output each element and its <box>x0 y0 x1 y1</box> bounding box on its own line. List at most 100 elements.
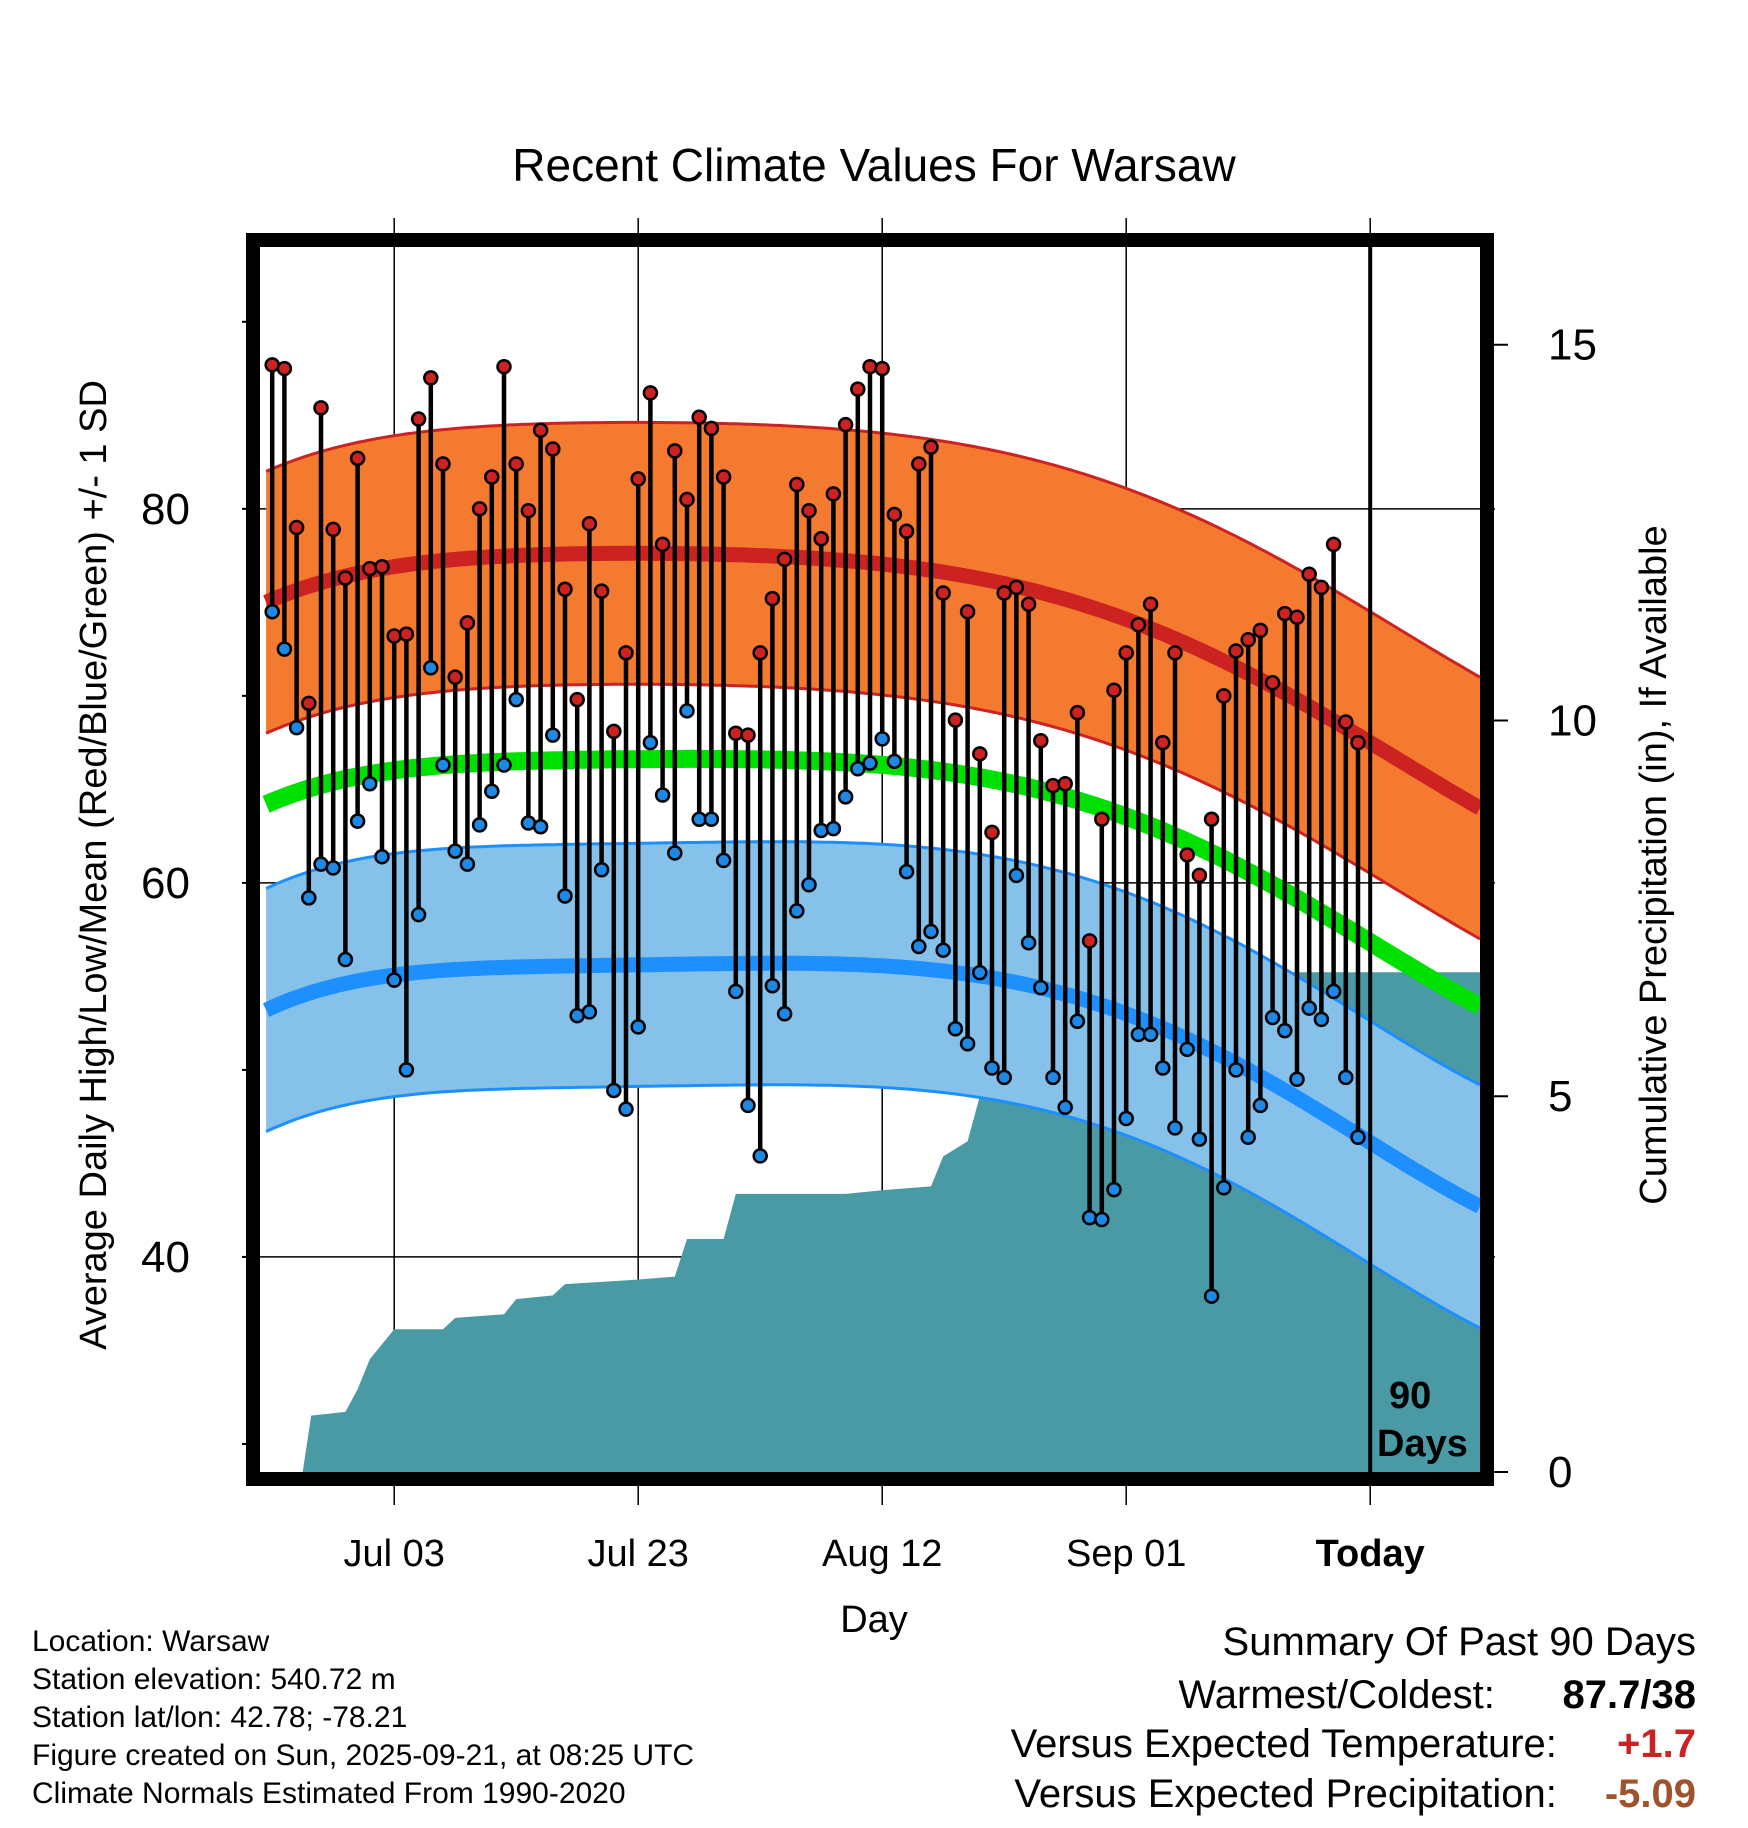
x-tick-label: Jul 23 <box>587 1533 688 1575</box>
daily-high-point <box>679 491 695 508</box>
daily-high-point <box>1020 596 1037 612</box>
daily-low-point <box>1216 1179 1232 1196</box>
daily-low-point <box>557 888 573 904</box>
daily-high-point <box>740 727 756 743</box>
daily-high-point <box>850 381 866 397</box>
daily-high-point <box>1069 704 1086 721</box>
daily-low-point <box>959 1035 976 1052</box>
daily-low-point <box>1338 1069 1354 1086</box>
daily-low-point <box>337 951 354 968</box>
daily-high-point <box>1264 675 1281 691</box>
daily-high-point <box>1094 811 1110 828</box>
daily-low-point <box>1045 1069 1061 1086</box>
daily-low-point <box>667 845 683 861</box>
y-axis-label: Average Daily High/Low/Mean (Red/Blue/Gr… <box>73 380 115 1350</box>
footer-meta: Location: Warsaw Station elevation: 540.… <box>32 1623 694 1813</box>
daily-low-point <box>825 820 842 837</box>
daily-low-point <box>1240 1129 1256 1145</box>
daily-high-point <box>618 645 634 661</box>
normal-high-line <box>263 545 1484 815</box>
daily-high-point <box>667 443 683 459</box>
daily-high-point <box>654 536 671 553</box>
daily-low-point <box>935 942 951 958</box>
daily-high-point <box>1240 631 1256 648</box>
daily-low-point <box>789 903 805 919</box>
daily-high-point <box>337 570 354 586</box>
daily-high-point <box>447 669 463 685</box>
daily-low-point <box>459 856 476 872</box>
daily-high-point <box>1008 579 1025 596</box>
daily-high-point <box>752 645 768 661</box>
daily-high-point <box>1045 777 1061 794</box>
summary-temp-row: Versus Expected Temperature: +1.7 <box>1011 1722 1696 1767</box>
daily-high-point <box>1313 579 1330 596</box>
daily-high-point <box>764 590 781 607</box>
y-tick-label: 60 <box>141 859 190 908</box>
daily-high-point <box>642 385 659 401</box>
daily-range-sticks <box>269 364 1361 1297</box>
daily-high-point <box>911 456 927 472</box>
daily-low-point <box>496 757 512 773</box>
daily-high-point <box>703 420 720 437</box>
daily-high-point <box>1106 682 1122 698</box>
daily-low-point <box>545 727 561 743</box>
y2-tick-label: 15 <box>1548 321 1597 370</box>
daily-high-point <box>471 501 488 517</box>
summary-temp-value: +1.7 <box>1617 1722 1696 1766</box>
daily-low-point <box>1252 1097 1269 1114</box>
footer-elevation: Station elevation: 540.72 m <box>32 1663 396 1696</box>
y-tick-label: 80 <box>141 485 190 534</box>
summary-temp-label: Versus Expected Temperature: <box>1010 1722 1557 1766</box>
daily-low-point <box>362 776 378 792</box>
daily-high-point <box>1203 811 1220 828</box>
daily-low-point <box>1350 1129 1366 1145</box>
daily-high-point <box>459 615 476 631</box>
today-marker-label-1: 90 <box>1389 1375 1431 1417</box>
today-marker-label-2: Days <box>1377 1423 1468 1465</box>
daily-high-point <box>972 746 988 762</box>
daily-high-point <box>276 360 293 377</box>
daily-low-point <box>264 603 280 620</box>
daily-low-point <box>484 783 500 799</box>
daily-low-point <box>410 906 427 923</box>
daily-low-point <box>325 860 341 876</box>
daily-low-point <box>532 819 549 835</box>
daily-low-point <box>593 862 610 878</box>
daily-low-point <box>349 813 366 829</box>
daily-low-point <box>606 1082 622 1099</box>
summary-precip-label: Versus Expected Precipitation: <box>1014 1772 1557 1816</box>
daily-high-point <box>1179 847 1195 863</box>
daily-high-point <box>1191 867 1208 884</box>
daily-low-point <box>1264 1009 1281 1026</box>
daily-high-point <box>1155 734 1171 751</box>
daily-high-point <box>825 486 842 502</box>
daily-low-point <box>301 890 317 906</box>
daily-low-point <box>679 703 695 719</box>
daily-low-point <box>1179 1041 1195 1058</box>
daily-low-point <box>850 761 866 777</box>
daily-high-point <box>1081 933 1098 949</box>
daily-low-point <box>886 753 903 770</box>
daily-high-point <box>362 560 378 577</box>
daily-low-point <box>1033 979 1049 996</box>
normal-low-lower-edge <box>265 1083 1481 1330</box>
daily-low-point <box>837 789 854 805</box>
daily-high-point <box>813 531 829 547</box>
daily-low-point <box>1313 1011 1330 1028</box>
daily-high-point <box>349 450 366 467</box>
daily-low-point <box>813 822 829 839</box>
footer-latlon: Station lat/lon: 42.78; -78.21 <box>32 1701 408 1734</box>
daily-low-point <box>715 852 732 869</box>
daily-high-point <box>301 695 317 712</box>
daily-low-point <box>581 1004 598 1020</box>
daily-high-point <box>484 469 500 485</box>
x-tick-label: Today <box>1316 1533 1425 1575</box>
y2-tick-label: 5 <box>1548 1072 1572 1121</box>
summary-precip-row: Versus Expected Precipitation: -5.09 <box>1014 1772 1696 1817</box>
daily-high-point <box>423 370 439 386</box>
daily-low-point <box>618 1101 634 1117</box>
daily-high-point <box>410 411 427 427</box>
daily-low-point <box>1277 1022 1293 1039</box>
daily-low-point <box>1118 1110 1134 1127</box>
daily-low-point <box>703 811 720 828</box>
